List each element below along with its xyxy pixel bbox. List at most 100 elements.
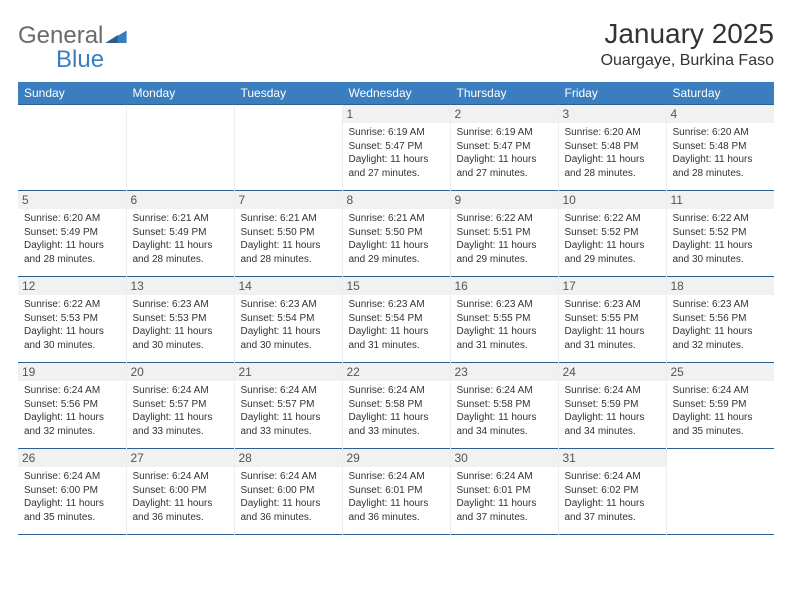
day-number: 15: [343, 277, 450, 295]
calendar-day: 1 Sunrise: 6:19 AMSunset: 5:47 PMDaylight…: [342, 105, 450, 191]
day-info: Sunrise: 6:21 AMSunset: 5:50 PMDaylight:…: [349, 212, 444, 266]
sunset-label: Sunset:: [24, 227, 58, 238]
sunset-value: 5:54 PM: [385, 313, 422, 324]
sunrise-label: Sunrise:: [673, 385, 710, 396]
calendar-empty: [126, 105, 234, 191]
sunset-value: 5:53 PM: [169, 313, 206, 324]
sunset-value: 5:48 PM: [601, 141, 638, 152]
sunrise-label: Sunrise:: [133, 213, 170, 224]
sunrise-value: 6:21 AM: [172, 213, 209, 224]
sunset-label: Sunset:: [565, 485, 599, 496]
calendar-day: 18Sunrise: 6:23 AMSunset: 5:56 PMDayligh…: [666, 277, 774, 363]
day-number: 1: [343, 105, 450, 123]
sunrise-label: Sunrise:: [133, 471, 170, 482]
daylight-label: Daylight:: [133, 412, 172, 423]
daylight-label: Daylight:: [24, 412, 63, 423]
calendar-empty: [18, 105, 126, 191]
day-info: Sunrise: 6:24 AMSunset: 5:58 PMDaylight:…: [457, 384, 552, 438]
sunset-value: 5:56 PM: [709, 313, 746, 324]
sunset-label: Sunset:: [241, 485, 275, 496]
day-info: Sunrise: 6:24 AMSunset: 5:59 PMDaylight:…: [673, 384, 769, 438]
calendar-day: 11Sunrise: 6:22 AMSunset: 5:52 PMDayligh…: [666, 191, 774, 277]
day-number: 31: [559, 449, 666, 467]
daylight-label: Daylight:: [24, 498, 63, 509]
calendar-table: SundayMondayTuesdayWednesdayThursdayFrid…: [18, 82, 774, 535]
daylight-label: Daylight:: [349, 498, 388, 509]
sunrise-label: Sunrise:: [24, 213, 61, 224]
day-info: Sunrise: 6:19 AMSunset: 5:47 PMDaylight:…: [349, 126, 444, 180]
sunset-value: 6:00 PM: [169, 485, 206, 496]
day-number: 7: [235, 191, 342, 209]
sunrise-label: Sunrise:: [565, 127, 602, 138]
sunrise-label: Sunrise:: [673, 127, 710, 138]
day-number: 17: [559, 277, 666, 295]
daylight-label: Daylight:: [565, 154, 604, 165]
calendar-day: 26Sunrise: 6:24 AMSunset: 6:00 PMDayligh…: [18, 449, 126, 535]
daylight-label: Daylight:: [565, 326, 604, 337]
sunrise-label: Sunrise:: [565, 213, 602, 224]
calendar-day: 19Sunrise: 6:24 AMSunset: 5:56 PMDayligh…: [18, 363, 126, 449]
sunrise-value: 6:24 AM: [280, 471, 317, 482]
day-info: Sunrise: 6:21 AMSunset: 5:49 PMDaylight:…: [133, 212, 228, 266]
calendar-week: 26Sunrise: 6:24 AMSunset: 6:00 PMDayligh…: [18, 449, 774, 535]
day-info: Sunrise: 6:24 AMSunset: 6:00 PMDaylight:…: [133, 470, 228, 524]
sunset-value: 5:49 PM: [169, 227, 206, 238]
calendar-day: 8Sunrise: 6:21 AMSunset: 5:50 PMDaylight…: [342, 191, 450, 277]
calendar-day: 28Sunrise: 6:24 AMSunset: 6:00 PMDayligh…: [234, 449, 342, 535]
sunset-value: 5:54 PM: [277, 313, 314, 324]
sunset-label: Sunset:: [24, 313, 58, 324]
sunset-label: Sunset:: [565, 313, 599, 324]
sunrise-value: 6:23 AM: [280, 299, 317, 310]
calendar-day: 12Sunrise: 6:22 AMSunset: 5:53 PMDayligh…: [18, 277, 126, 363]
sunrise-label: Sunrise:: [241, 471, 278, 482]
sunset-label: Sunset:: [457, 313, 491, 324]
day-header: Sunday: [18, 82, 126, 105]
daylight-label: Daylight:: [349, 154, 388, 165]
sunrise-value: 6:19 AM: [496, 127, 533, 138]
day-number: 12: [18, 277, 126, 295]
day-info: Sunrise: 6:20 AMSunset: 5:48 PMDaylight:…: [673, 126, 769, 180]
sunrise-label: Sunrise:: [349, 385, 386, 396]
sunset-label: Sunset:: [24, 399, 58, 410]
sunrise-value: 6:23 AM: [172, 299, 209, 310]
day-header: Monday: [126, 82, 234, 105]
location: Ouargaye, Burkina Faso: [601, 52, 774, 70]
sunset-label: Sunset:: [349, 399, 383, 410]
day-number: 11: [667, 191, 775, 209]
sunrise-value: 6:24 AM: [604, 385, 641, 396]
sunrise-label: Sunrise:: [349, 127, 386, 138]
calendar-week: 19Sunrise: 6:24 AMSunset: 5:56 PMDayligh…: [18, 363, 774, 449]
day-info: Sunrise: 6:24 AMSunset: 5:57 PMDaylight:…: [133, 384, 228, 438]
sunrise-value: 6:24 AM: [172, 385, 209, 396]
sunset-value: 5:53 PM: [61, 313, 98, 324]
day-info: Sunrise: 6:23 AMSunset: 5:54 PMDaylight:…: [349, 298, 444, 352]
sunset-value: 5:57 PM: [169, 399, 206, 410]
daylight-label: Daylight:: [349, 412, 388, 423]
sunrise-value: 6:24 AM: [496, 385, 533, 396]
day-number: 16: [451, 277, 558, 295]
day-info: Sunrise: 6:24 AMSunset: 6:01 PMDaylight:…: [349, 470, 444, 524]
sunrise-label: Sunrise:: [457, 299, 494, 310]
daylight-label: Daylight:: [349, 240, 388, 251]
sunset-value: 5:52 PM: [601, 227, 638, 238]
sunrise-label: Sunrise:: [133, 385, 170, 396]
sunset-value: 5:55 PM: [493, 313, 530, 324]
month-title: January 2025: [601, 18, 774, 50]
sunrise-value: 6:22 AM: [712, 213, 749, 224]
sunrise-value: 6:24 AM: [496, 471, 533, 482]
daylight-label: Daylight:: [457, 412, 496, 423]
sunset-label: Sunset:: [241, 227, 275, 238]
daylight-label: Daylight:: [133, 498, 172, 509]
calendar-day: 9Sunrise: 6:22 AMSunset: 5:51 PMDaylight…: [450, 191, 558, 277]
sunset-value: 5:58 PM: [493, 399, 530, 410]
sunset-label: Sunset:: [241, 399, 275, 410]
day-number: 9: [451, 191, 558, 209]
day-info: Sunrise: 6:24 AMSunset: 5:59 PMDaylight:…: [565, 384, 660, 438]
day-header: Thursday: [450, 82, 558, 105]
day-number: 28: [235, 449, 342, 467]
sunrise-value: 6:24 AM: [388, 471, 425, 482]
day-info: Sunrise: 6:24 AMSunset: 6:02 PMDaylight:…: [565, 470, 660, 524]
calendar-day: 31 Sunrise: 6:24 AMSunset: 6:02 PMDayligh…: [558, 449, 666, 535]
sunset-value: 6:01 PM: [385, 485, 422, 496]
sunset-label: Sunset:: [133, 485, 167, 496]
